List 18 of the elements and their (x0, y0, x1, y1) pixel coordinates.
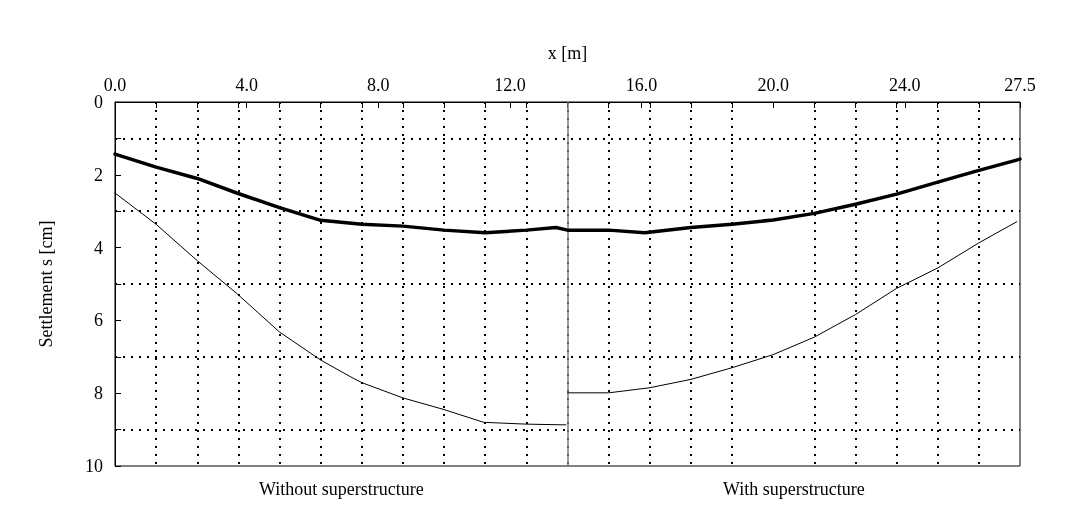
x-tick-label: 8.0 (367, 75, 390, 95)
x-tick-label: 12.0 (494, 75, 526, 95)
y-tick-label: 2 (94, 164, 103, 185)
y-tick-label: 6 (94, 310, 103, 331)
x-tick-label: 0.0 (103, 75, 127, 95)
y-tick-label: 10 (85, 456, 103, 476)
y-tick-label: 4 (94, 237, 103, 258)
y-axis-title: Settlement s [cm] (36, 220, 56, 348)
x-tick-label: 27.5 (1004, 75, 1036, 95)
x-axis-title: x [m] (547, 43, 588, 63)
x-tick-label: 20.0 (757, 75, 789, 95)
y-tick-label: 0 (94, 92, 103, 112)
x-tick-label: 24.0 (889, 75, 921, 95)
text: With superstructure (722, 479, 865, 499)
y-tick-label: 8 (94, 383, 103, 404)
x-tick-label: 16.0 (625, 75, 658, 95)
x-tick-label: 4.0 (235, 75, 258, 95)
text: Without superstructure (258, 479, 424, 499)
